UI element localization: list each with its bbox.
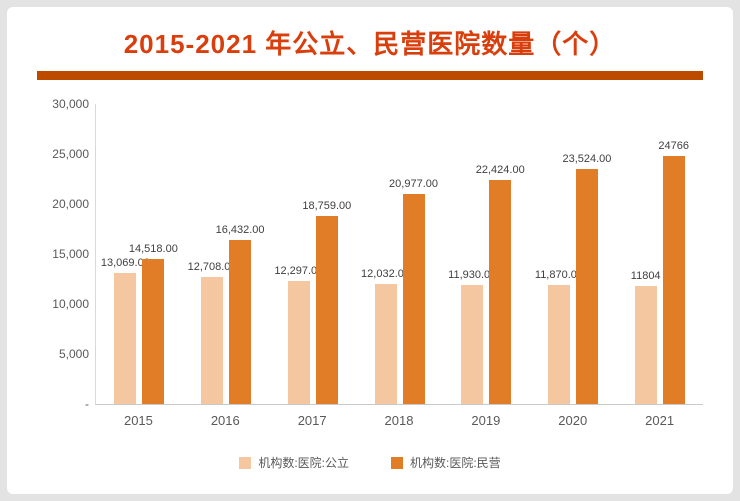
bar-group: 12,708.00 16,432.00: [183, 104, 270, 404]
bar-value-label: 22,424.00: [475, 163, 525, 176]
legend-item-public: 机构数:医院:公立: [239, 454, 349, 471]
legend: 机构数:医院:公立 机构数:医院:民营: [7, 454, 733, 471]
public-hospital-bar: [547, 285, 570, 404]
x-tick-label: 2017: [297, 413, 327, 428]
legend-swatch: [239, 456, 252, 469]
y-tick-label: 20,000: [52, 197, 89, 211]
bar-group: 12,032.00 20,977.00: [356, 104, 443, 404]
chart-panel: 2015-2021 年公立、民营医院数量（个） 30,000 25,000 20,0…: [7, 7, 733, 494]
public-hospital-bar: [201, 276, 224, 404]
bar-value-label: 18,759.00: [302, 200, 352, 213]
chart-title: 2015-2021 年公立、民营医院数量（个）: [123, 29, 617, 59]
legend-item-private: 机构数:医院:民营: [391, 454, 501, 471]
bar-value-label: 12,297.00: [274, 265, 324, 278]
x-tick-label: 2021: [645, 413, 675, 428]
private-hospital-bar: [315, 216, 338, 404]
x-tick-label: 2016: [210, 413, 240, 428]
x-tick-label: 2018: [384, 413, 414, 428]
bar-value-label: 20,977.00: [389, 178, 438, 191]
y-tick-label: -: [85, 397, 89, 411]
bar-value-label: 24766: [658, 140, 689, 153]
bar-group: 11804 24766: [616, 104, 703, 404]
bar-value-label: 11804: [630, 269, 661, 282]
bar-group: 11,930.00 22,424.00: [443, 104, 530, 404]
x-tick-label: 2019: [471, 413, 501, 428]
public-hospital-bar: [114, 273, 137, 404]
public-hospital-bar: [634, 285, 657, 404]
bar-value-label: 16,432.00: [215, 223, 265, 236]
public-hospital-bar: [461, 284, 484, 404]
plot-area: 13,069.00 14,518.00 12,708.00 16,432.00 12,2…: [95, 104, 703, 405]
private-hospital-bar: [662, 156, 685, 404]
x-tick-label: 2015: [123, 413, 153, 428]
legend-label: 机构数:医院:民营: [410, 456, 501, 470]
legend-label: 机构数:医院:公立: [258, 456, 349, 470]
bar-value-label: 13,069.00: [100, 257, 150, 270]
title-divider: [37, 71, 703, 80]
bar-value-label: 12,032.00: [361, 267, 410, 280]
bar-value-label: 23,524.00: [562, 152, 612, 165]
bar-chart: 30,000 25,000 20,000 15,000 10,000 5,000 - 13,…: [7, 97, 733, 428]
bar-value-label: 14,518.00: [128, 242, 178, 255]
legend-swatch: [391, 456, 403, 469]
y-tick-label: 15,000: [52, 247, 89, 261]
private-hospital-bar: [575, 168, 598, 404]
bar-group: 12,297.00 18,759.00: [269, 104, 356, 404]
private-hospital-bar: [402, 194, 425, 404]
bar-value-label: 11,930.00: [448, 268, 497, 281]
y-tick-label: 25,000: [52, 147, 89, 161]
y-tick-label: 30,000: [52, 97, 89, 111]
y-axis: 30,000 25,000 20,000 15,000 10,000 5,000 -: [23, 97, 95, 411]
x-axis: 2015 2016 2017 2018 2019 2020 2021: [95, 413, 703, 428]
y-tick-label: 10,000: [52, 297, 89, 311]
private-hospital-bar: [229, 239, 252, 404]
private-hospital-bar: [142, 258, 165, 404]
plot-column: 13,069.00 14,518.00 12,708.00 16,432.00 12,2…: [95, 104, 703, 428]
private-hospital-bar: [489, 179, 512, 404]
public-hospital-bar: [374, 283, 397, 404]
y-tick-label: 5,000: [58, 347, 89, 361]
bar-group: 13,069.00 14,518.00: [96, 104, 183, 404]
bar-group: 11,870.00 23,524.00: [530, 104, 617, 404]
public-hospital-bar: [287, 281, 310, 404]
bar-value-label: 11,870.00: [534, 269, 584, 282]
x-tick-label: 2020: [558, 413, 588, 428]
bar-value-label: 12,708.00: [187, 260, 237, 273]
